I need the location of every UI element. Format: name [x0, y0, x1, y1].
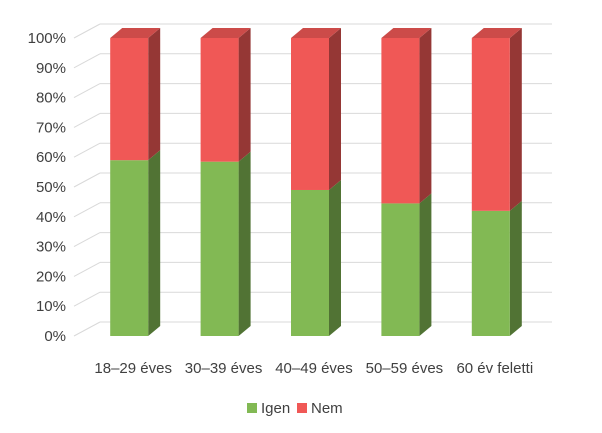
bar-nem: [110, 38, 149, 161]
bar-side-nem: [419, 28, 432, 204]
y-tick-label: 20%: [36, 268, 66, 285]
legend-swatch-nem: [297, 403, 307, 413]
bar-nem: [291, 38, 329, 190]
bar-nem: [200, 38, 239, 162]
gridline-depth: [73, 112, 101, 128]
bar-side-igen: [329, 179, 341, 336]
bar-side-igen: [419, 193, 432, 336]
gridline-depth: [73, 321, 101, 337]
y-tick-label: 70%: [36, 119, 66, 136]
bar-side-nem: [148, 28, 161, 161]
bar-top-nem: [471, 28, 522, 38]
x-category-label: 40–49 éves: [275, 360, 353, 377]
y-tick-label: 30%: [36, 239, 66, 256]
bar-side-nem: [509, 28, 522, 211]
gridline-depth: [73, 53, 101, 69]
x-category-label: 50–59 éves: [366, 360, 444, 377]
gridline-depth: [73, 261, 101, 277]
y-tick-label: 10%: [36, 298, 66, 315]
bar-side-igen: [509, 200, 522, 336]
gridline-depth: [73, 83, 101, 99]
bar-top-nem: [110, 28, 161, 38]
bar-igen: [381, 203, 420, 336]
legend-swatch-igen: [247, 403, 257, 413]
gridline-depth: [73, 232, 101, 248]
bar-igen: [291, 189, 329, 336]
x-category-label: 30–39 éves: [185, 360, 263, 377]
bar-igen: [471, 210, 510, 336]
gridline-depth: [73, 23, 101, 39]
gridline-depth: [73, 202, 101, 218]
x-category-label: 18–29 éves: [94, 360, 172, 377]
y-tick-label: 40%: [36, 209, 66, 226]
y-tick-label: 60%: [36, 149, 66, 166]
bar-side-nem: [238, 28, 251, 162]
y-tick-label: 0%: [44, 328, 66, 345]
bar-nem: [381, 38, 420, 204]
bar-igen: [200, 161, 239, 336]
gridline-depth: [73, 172, 101, 188]
bar-top-nem: [381, 28, 432, 38]
y-tick-label: 80%: [36, 90, 66, 107]
legend-label: Nem: [311, 400, 343, 417]
legend-label: Igen: [261, 400, 290, 417]
y-tick-label: 90%: [36, 60, 66, 77]
y-tick-label: 100%: [28, 30, 66, 47]
x-category-label: 60 év feletti: [456, 360, 533, 377]
bar-side-igen: [148, 150, 161, 336]
gridline-depth: [73, 142, 101, 158]
bar-nem: [471, 38, 510, 211]
bar-top-nem: [200, 28, 251, 38]
bar-side-igen: [238, 151, 251, 336]
y-tick-label: 50%: [36, 179, 66, 196]
bar-side-nem: [329, 28, 341, 190]
gridline-depth: [73, 291, 101, 307]
bar-top-nem: [291, 28, 341, 38]
bar-igen: [110, 160, 149, 336]
